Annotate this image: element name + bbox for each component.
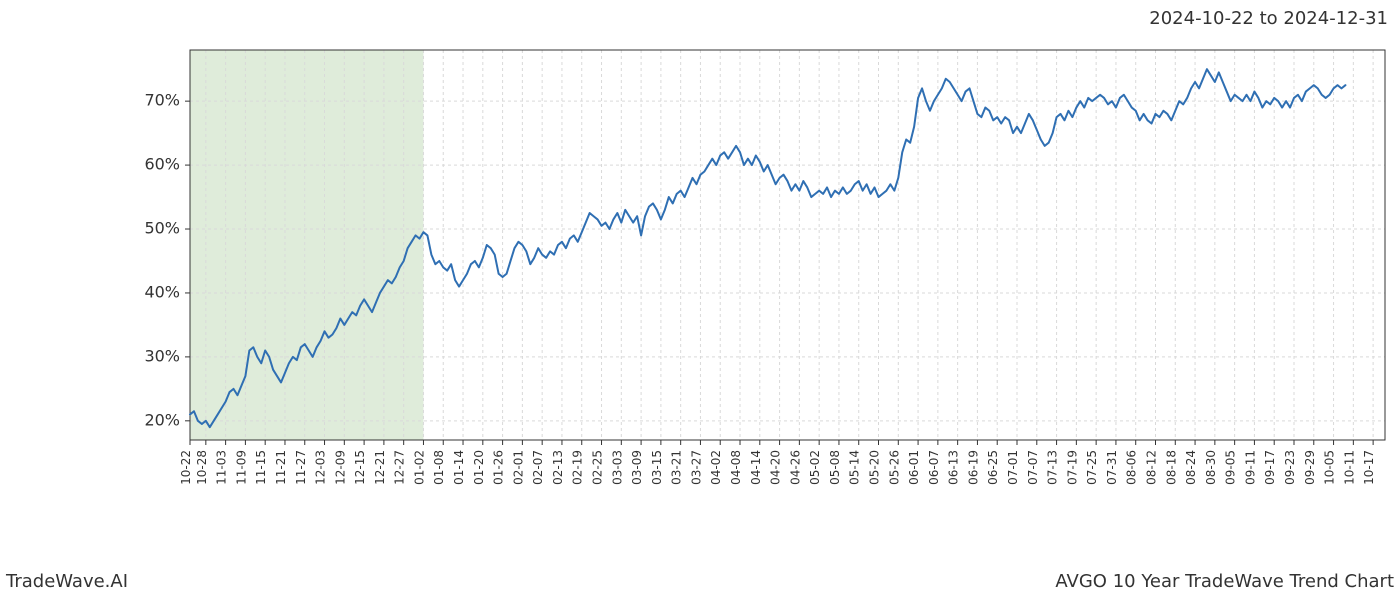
svg-text:08-06: 08-06	[1125, 450, 1139, 485]
chart-title-label: AVGO 10 Year TradeWave Trend Chart	[1055, 571, 1394, 592]
svg-text:12-03: 12-03	[314, 450, 328, 485]
svg-text:10-17: 10-17	[1362, 450, 1376, 485]
svg-text:11-21: 11-21	[274, 450, 288, 485]
svg-text:11-09: 11-09	[234, 450, 248, 485]
svg-text:08-30: 08-30	[1204, 450, 1218, 485]
svg-text:06-01: 06-01	[907, 450, 921, 485]
svg-text:60%: 60%	[144, 155, 180, 174]
svg-text:09-29: 09-29	[1303, 450, 1317, 485]
svg-text:20%: 20%	[144, 410, 180, 429]
svg-text:03-03: 03-03	[610, 450, 624, 485]
svg-text:01-14: 01-14	[452, 450, 466, 485]
svg-text:06-19: 06-19	[966, 450, 980, 485]
svg-text:07-31: 07-31	[1105, 450, 1119, 485]
svg-text:03-21: 03-21	[670, 450, 684, 485]
date-range-label: 2024-10-22 to 2024-12-31	[1149, 8, 1388, 29]
svg-text:06-07: 06-07	[927, 450, 941, 485]
svg-text:09-17: 09-17	[1263, 450, 1277, 485]
svg-text:11-15: 11-15	[254, 450, 268, 485]
svg-text:02-19: 02-19	[571, 450, 585, 485]
svg-text:08-12: 08-12	[1144, 450, 1158, 485]
svg-text:01-26: 01-26	[492, 450, 506, 485]
chart-area: 20% 30% 40% 50% 60% 70% 10-2210-28 11-03 11-09 11…	[0, 40, 1400, 560]
svg-text:04-14: 04-14	[749, 450, 763, 485]
svg-text:12-27: 12-27	[393, 450, 407, 485]
svg-text:09-23: 09-23	[1283, 450, 1297, 485]
brand-text: TradeWave.AI	[6, 571, 128, 592]
svg-text:02-25: 02-25	[591, 450, 605, 485]
svg-text:02-13: 02-13	[551, 450, 565, 485]
svg-text:07-13: 07-13	[1046, 450, 1060, 485]
svg-text:09-05: 09-05	[1224, 450, 1238, 485]
svg-text:05-20: 05-20	[868, 450, 882, 485]
svg-text:12-15: 12-15	[353, 450, 367, 485]
svg-text:05-26: 05-26	[887, 450, 901, 485]
svg-text:06-13: 06-13	[947, 450, 961, 485]
svg-text:11-27: 11-27	[294, 450, 308, 485]
svg-text:07-25: 07-25	[1085, 450, 1099, 485]
svg-text:40%: 40%	[144, 282, 180, 301]
svg-text:04-20: 04-20	[769, 450, 783, 485]
svg-text:03-09: 03-09	[630, 450, 644, 485]
svg-text:04-02: 04-02	[709, 450, 723, 485]
svg-text:07-01: 07-01	[1006, 450, 1020, 485]
line-chart-svg: 20% 30% 40% 50% 60% 70% 10-2210-28 11-03 11-09 11…	[0, 40, 1400, 560]
svg-text:02-07: 02-07	[531, 450, 545, 485]
svg-text:05-02: 05-02	[808, 450, 822, 485]
svg-text:09-11: 09-11	[1243, 450, 1257, 485]
svg-text:10-05: 10-05	[1323, 450, 1337, 485]
svg-text:10-11: 10-11	[1342, 450, 1356, 485]
svg-text:01-08: 01-08	[432, 450, 446, 485]
svg-text:07-19: 07-19	[1065, 450, 1079, 485]
svg-text:01-20: 01-20	[472, 450, 486, 485]
svg-text:12-21: 12-21	[373, 450, 387, 485]
svg-text:03-15: 03-15	[650, 450, 664, 485]
svg-text:30%: 30%	[144, 346, 180, 365]
svg-text:50%: 50%	[144, 219, 180, 238]
svg-text:04-26: 04-26	[788, 450, 802, 485]
svg-text:07-07: 07-07	[1026, 450, 1040, 485]
svg-text:10-22: 10-22	[179, 450, 193, 485]
svg-text:03-27: 03-27	[689, 450, 703, 485]
svg-text:06-25: 06-25	[986, 450, 1000, 485]
svg-text:08-18: 08-18	[1164, 450, 1178, 485]
chart-title-text: AVGO 10 Year TradeWave Trend Chart	[1055, 571, 1394, 592]
svg-text:05-08: 05-08	[828, 450, 842, 485]
svg-text:05-14: 05-14	[848, 450, 862, 485]
svg-text:04-08: 04-08	[729, 450, 743, 485]
svg-text:10-28: 10-28	[195, 450, 209, 485]
svg-text:70%: 70%	[144, 91, 180, 110]
brand-label: TradeWave.AI	[6, 571, 128, 592]
svg-text:01-02: 01-02	[412, 450, 426, 485]
svg-text:12-09: 12-09	[333, 450, 347, 485]
svg-text:11-03: 11-03	[215, 450, 229, 485]
svg-text:02-01: 02-01	[511, 450, 525, 485]
date-range-text: 2024-10-22 to 2024-12-31	[1149, 8, 1388, 29]
svg-text:08-24: 08-24	[1184, 450, 1198, 485]
